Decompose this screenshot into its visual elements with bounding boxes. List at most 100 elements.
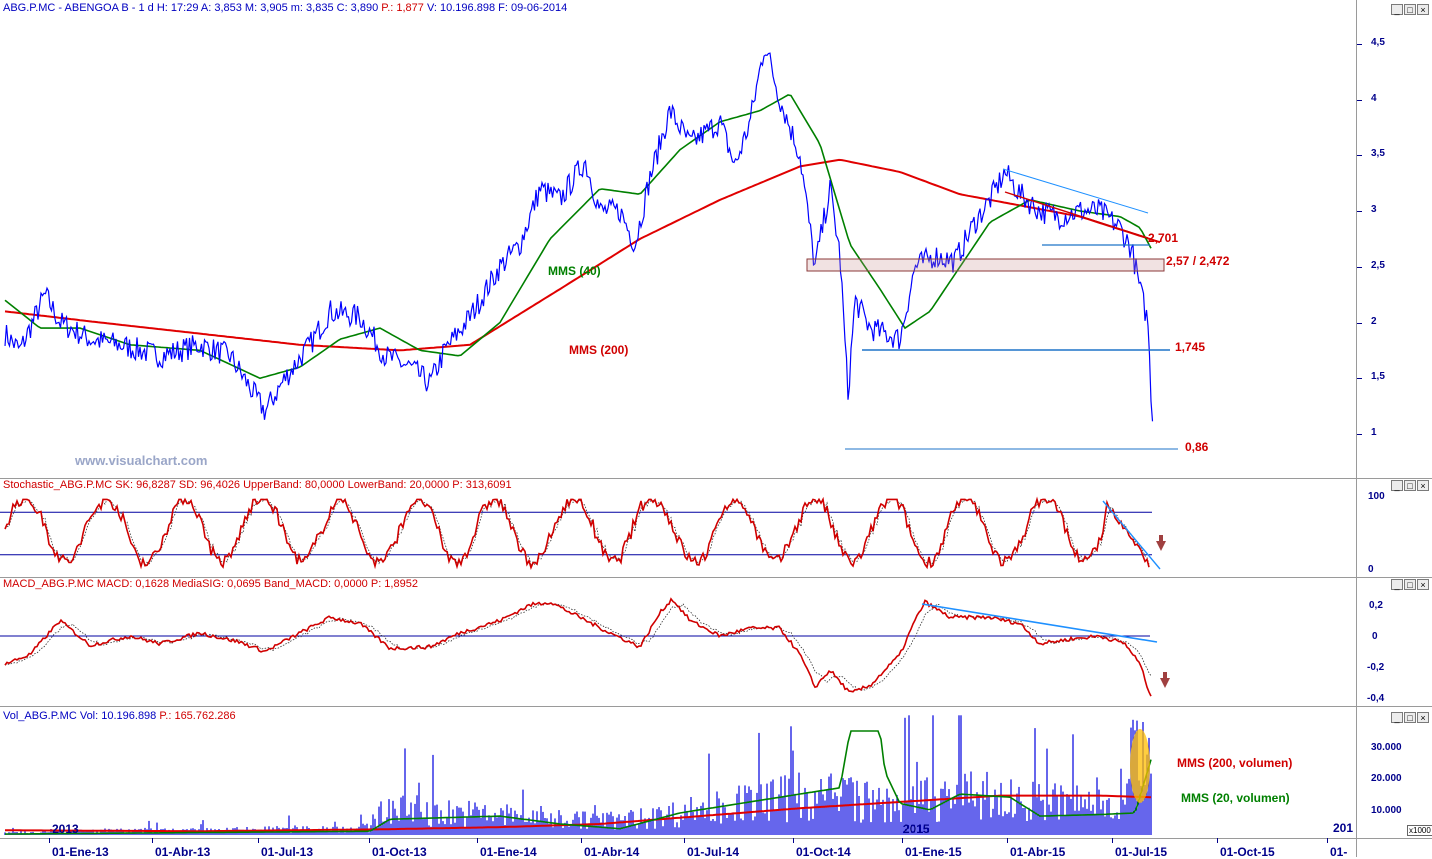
macd-pane[interactable]: MACD_ABG.P.MC MACD: 0,1628 MediaSIG: 0,0… [0, 578, 1356, 706]
date-label: 01-Oct-13 [372, 845, 427, 859]
price-tick: 1,5 [1371, 371, 1385, 383]
price-tick: 2,5 [1371, 259, 1385, 271]
price-tick-mark [1357, 211, 1362, 212]
vol-mms20-line [4, 730, 1152, 835]
price-window-buttons: _ □ × [1391, 4, 1429, 15]
mms200-line [4, 158, 1161, 352]
resistance-trendline [1002, 168, 1149, 214]
date-tick [684, 838, 685, 843]
pane-divider[interactable] [0, 478, 1432, 479]
price-tick: 3 [1371, 204, 1377, 215]
maximize-button[interactable]: □ [1404, 579, 1416, 590]
axis-divider [1356, 0, 1357, 857]
macd-tick-m04: -0,4 [1367, 693, 1385, 704]
vol-tick-20000: 20.000 [1371, 773, 1402, 784]
stoch-trendline [1102, 500, 1161, 570]
price-tick-mark [1357, 155, 1362, 157]
vol-mms200-label: MMS (200, volumen) [1177, 756, 1293, 770]
close-button[interactable]: × [1417, 579, 1429, 590]
price-tick-mark [1357, 434, 1362, 435]
stoch-axis: _ □ × 100 0 [1357, 479, 1432, 577]
level-257-label: 2,57 / 2,472 [1166, 254, 1230, 268]
macd-axis: _ □ × 0,2 0 -0,2 -0,4 [1357, 578, 1432, 706]
date-tick [258, 838, 259, 843]
macd-window-buttons: _ □ × [1391, 579, 1429, 590]
stoch-header: Stochastic_ABG.P.MC SK: 96,8287 SD: 96,4… [3, 479, 512, 491]
date-tick [902, 838, 903, 843]
vol-tick-30000: 30.000 [1371, 742, 1402, 753]
price-header: ABG.P.MC - ABENGOA B - 1 d H: 17:29 A: 3… [3, 2, 567, 14]
price-tick: 4,5 [1371, 36, 1385, 48]
macd-header: MACD_ABG.P.MC MACD: 0,1628 MediaSIG: 0,0… [3, 578, 418, 590]
macd-chart[interactable] [0, 578, 1356, 706]
price-chart[interactable] [0, 0, 1356, 478]
price-pane[interactable]: ABG.P.MC - ABENGOA B - 1 d H: 17:29 A: 3… [0, 0, 1356, 478]
price-tick: 3,5 [1371, 148, 1385, 160]
pane-divider[interactable] [0, 577, 1432, 578]
minimize-button[interactable]: _ [1391, 4, 1403, 15]
level-2701-label: 2,701 [1148, 231, 1179, 245]
minimize-button[interactable]: _ [1391, 480, 1403, 491]
date-label: 01-Jul-14 [687, 845, 740, 859]
minimize-button[interactable]: _ [1391, 712, 1403, 723]
date-tick [477, 838, 478, 843]
down-arrow-icon [1156, 535, 1166, 551]
volume-chart[interactable] [0, 707, 1356, 838]
date-label: 01-Oct-14 [796, 845, 851, 859]
macd-tick-0: 0 [1372, 631, 1378, 642]
vol-unit: x1000 [1407, 825, 1432, 836]
date-label: 01-Ene-15 [905, 845, 962, 859]
red-trendline [1004, 191, 1149, 239]
close-button[interactable]: × [1417, 712, 1429, 723]
volume-highlight [1130, 729, 1150, 803]
vol-window-buttons: _ □ × [1391, 712, 1429, 723]
price-tick: 4 [1371, 92, 1377, 104]
year-mid: 2015 [903, 822, 930, 836]
minimize-button[interactable]: _ [1391, 579, 1403, 590]
date-tick [1112, 838, 1113, 843]
macd-tick-02: 0,2 [1369, 600, 1383, 611]
vol-header: Vol_ABG.P.MC Vol: 10.196.898 P.: 165.762… [3, 710, 236, 722]
date-label: 01-Abr-15 [1010, 845, 1066, 859]
mms200-label: MMS (200) [569, 343, 629, 357]
year-left: 2013 [52, 822, 79, 836]
vol-axis: _ □ × 30.000 20.000 10.000 x1000 [1357, 707, 1432, 838]
year-right: 201 [1333, 821, 1354, 835]
volume-pane[interactable]: Vol_ABG.P.MC Vol: 10.196.898 P.: 165.762… [0, 707, 1356, 838]
maximize-button[interactable]: □ [1404, 712, 1416, 723]
date-label: 01-Oct-15 [1220, 845, 1275, 859]
close-button[interactable]: × [1417, 4, 1429, 15]
date-tick [1217, 838, 1218, 843]
maximize-button[interactable]: □ [1404, 480, 1416, 491]
maximize-button[interactable]: □ [1404, 4, 1416, 15]
price-header-tail: V: 10.196.898 F: 09-06-2014 [426, 2, 568, 14]
watermark: www.visualchart.com [75, 453, 208, 468]
close-button[interactable]: × [1417, 480, 1429, 491]
price-tick-mark [1357, 266, 1362, 268]
price-header-text: ABG.P.MC - ABENGOA B - 1 d H: 17:29 A: 3… [3, 2, 379, 14]
price-tick: 2 [1371, 315, 1377, 327]
vol-header-text: Vol_ABG.P.MC Vol: 10.196.898 [3, 710, 157, 722]
stoch-tick-100: 100 [1368, 491, 1385, 502]
price-tick-mark [1357, 378, 1362, 380]
macd-tick-m02: -0,2 [1367, 662, 1385, 673]
vol-header-p: P.: 165.762.286 [159, 710, 236, 722]
date-label: 01-Abr-14 [584, 845, 640, 859]
price-tick-mark [1357, 322, 1362, 324]
date-tick [581, 838, 582, 843]
pane-divider[interactable] [0, 706, 1432, 707]
vol-tick-10000: 10.000 [1371, 805, 1402, 816]
price-tick: 1 [1371, 427, 1377, 438]
mms40-label: MMS (40) [548, 264, 601, 278]
down-arrow-icon [1160, 672, 1170, 688]
date-label: 01- [1330, 845, 1348, 859]
stoch-window-buttons: _ □ × [1391, 480, 1429, 491]
date-tick [369, 838, 370, 843]
stochastic-chart[interactable] [0, 479, 1356, 577]
mms40-line [4, 94, 1152, 380]
price-tick-mark [1357, 43, 1362, 45]
date-tick [152, 838, 153, 843]
stochastic-pane[interactable]: Stochastic_ABG.P.MC SK: 96,8287 SD: 96,4… [0, 479, 1356, 577]
xaxis-divider [0, 838, 1432, 839]
level-1745-label: 1,745 [1175, 340, 1206, 354]
